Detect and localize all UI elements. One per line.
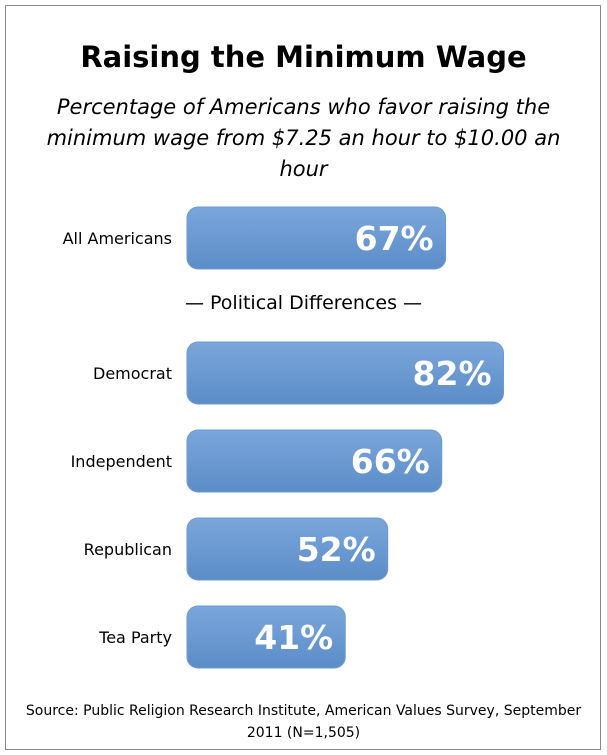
value-label: 67% <box>355 219 434 258</box>
bar-republican <box>186 517 389 581</box>
category-label: Tea Party <box>98 628 172 647</box>
value-label: 66% <box>351 442 430 481</box>
bar-democrat <box>186 341 505 405</box>
category-label: Democrat <box>93 364 172 383</box>
category-label: Independent <box>71 452 172 471</box>
bar-all-americans <box>186 206 447 270</box>
section-divider-label: — Political Differences — <box>184 292 423 314</box>
category-label: Republican <box>84 540 172 559</box>
category-label: All Americans <box>63 229 172 248</box>
chart-subtitle: Percentage of Americans who favor raisin… <box>46 95 561 181</box>
value-label: 52% <box>297 530 376 569</box>
source-note: Source: Public Religion Research Institu… <box>25 703 582 741</box>
value-label: 82% <box>413 354 492 393</box>
chart-title: Raising the Minimum Wage <box>80 40 527 74</box>
value-label: 41% <box>254 618 333 657</box>
bar-tea-party <box>186 605 346 669</box>
bar-independent <box>186 429 443 493</box>
